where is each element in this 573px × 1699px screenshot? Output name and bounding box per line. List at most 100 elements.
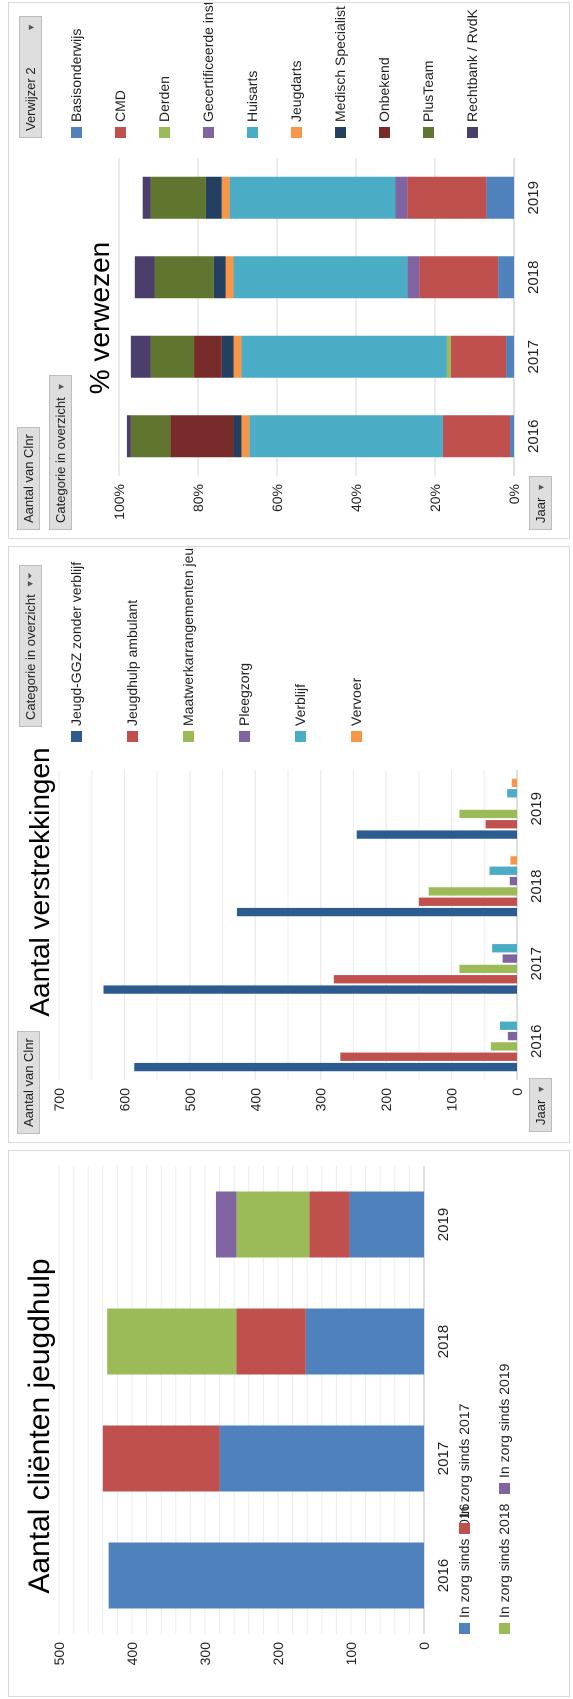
bar-navy — [205, 176, 222, 219]
bar-blue — [498, 256, 515, 299]
y-tick-label: 300 — [313, 1088, 329, 1112]
bar-navy — [221, 335, 234, 378]
legend-swatch — [247, 127, 258, 138]
category-filter-overzicht[interactable]: Categorie in overzicht ▼ — [49, 375, 72, 530]
bar-darkgreen — [154, 256, 214, 299]
category-filter-overzicht-label: Categorie in overzicht — [53, 397, 68, 523]
legend-label: Jeugdhulp ambulant — [124, 600, 140, 726]
x-tick-label: 2018 — [435, 1325, 452, 1358]
y-tick-label: 80% — [190, 484, 206, 512]
legend-swatch — [499, 1483, 510, 1494]
bar-darkblue — [356, 830, 518, 839]
legend-filter-verwijzer[interactable]: Verwijzer 2 ▼ — [19, 16, 42, 138]
legend-label: In zorg sinds 2018 — [496, 1503, 512, 1618]
legend-swatch — [459, 1523, 470, 1534]
bar-orange — [225, 256, 234, 299]
bar-deeppurple — [130, 335, 151, 378]
bar-red — [418, 897, 518, 906]
bar-green — [446, 335, 451, 378]
legend-swatch — [351, 731, 362, 742]
legend-swatch — [159, 127, 170, 138]
y-tick-label: 300 — [197, 1642, 213, 1666]
legend-label: Medisch Specialist — [332, 6, 348, 122]
bar-red — [309, 1191, 350, 1258]
x-tick-label: 2017 — [435, 1442, 452, 1475]
axis-filter-jaar[interactable]: Jaar ▼ — [529, 1077, 552, 1132]
legend-label: Jeugd-GGZ zonder verblijf — [68, 562, 84, 726]
y-tick-label: 600 — [116, 1088, 132, 1112]
chart-verstrekkingen-svg: Aantal verstrekkingen 0 100 200 300 400 500 600… — [24, 532, 545, 1112]
y-tick-label: 200 — [378, 1088, 394, 1112]
bar-purple — [215, 1191, 237, 1258]
bar-purple — [407, 256, 420, 299]
legend-label: PlusTeam — [420, 61, 436, 122]
x-tick-label: 2016 — [435, 1559, 452, 1592]
chart-verwezen-svg: % verwezen 0% 20% 40% 60% 80% 100% 2016 2017 2018… — [68, 0, 542, 520]
legend-swatch — [203, 127, 214, 138]
legend-label: Basisonderwijs — [68, 29, 84, 122]
legend-swatch — [379, 127, 390, 138]
bar-orange — [241, 415, 250, 458]
bar-teal — [241, 335, 447, 378]
chart-clients-svg: Aantal cliënten jeugdhulp 0 100 200 300 400 50… — [23, 1166, 512, 1666]
x-tick-label: 2017 — [525, 340, 542, 373]
y-tick-label: 20% — [427, 484, 443, 512]
field-button-aantal[interactable]: Aantal van Clnr — [17, 1031, 40, 1134]
bar-teal — [499, 1021, 518, 1030]
bar-darkblue — [134, 1062, 517, 1072]
bar-darkgreen — [130, 415, 171, 458]
legend-label: Verblijf — [292, 684, 308, 726]
bar-red — [340, 1052, 518, 1061]
bar-darkgreen — [150, 176, 206, 219]
x-tick-label: 2019 — [525, 181, 542, 214]
bar-orange — [511, 778, 518, 788]
x-tick-label: 2019 — [528, 792, 545, 825]
chart-title: % verwezen — [84, 242, 115, 395]
bar-orange — [221, 176, 230, 219]
bar-red — [485, 820, 518, 829]
dropdown-arrow-icon: ▼ — [535, 1084, 546, 1094]
legend-label: CMD — [112, 90, 128, 122]
y-tick-label: 100 — [444, 1088, 460, 1112]
bar-green — [459, 809, 517, 819]
x-tick-label: 2018 — [528, 870, 545, 903]
bar-darkblue — [103, 985, 518, 994]
field-button-aantal-2[interactable]: Aantal van Clnr — [17, 427, 40, 530]
legend-label: Gecertificeerde instelling — [200, 3, 216, 122]
y-tick-label: 400 — [124, 1642, 140, 1666]
y-tick-label: 500 — [182, 1088, 198, 1112]
axis-filter-jaar-2[interactable]: Jaar ▼ — [529, 475, 552, 530]
legend-swatch — [499, 1623, 510, 1634]
bar-red — [450, 335, 507, 378]
y-tick-label: 500 — [51, 1642, 67, 1666]
bar-red — [442, 415, 511, 458]
bar-blue — [349, 1191, 425, 1258]
y-tick-label: 40% — [348, 484, 364, 512]
field-button-aantal-2-label: Aantal van Clnr — [21, 434, 36, 523]
legend-filter-categorie[interactable]: Categorie in overzicht ▼⏷ — [19, 565, 42, 727]
bar-teal — [233, 256, 408, 299]
bar-navy — [233, 415, 242, 458]
bar-green — [490, 1042, 518, 1051]
legend-filter-verwijzer-label: Verwijzer 2 — [23, 67, 38, 131]
bar-orange — [233, 335, 242, 378]
legend-swatch — [295, 731, 306, 742]
y-tick-label: 200 — [270, 1642, 286, 1666]
bar-red — [333, 975, 517, 984]
bar-darkgreen — [150, 335, 195, 378]
legend-label: Vervoer — [348, 677, 364, 726]
legend-swatch — [239, 731, 250, 742]
x-tick-label: 2018 — [525, 261, 542, 294]
chart-panel-verwezen: % verwezen 0% 20% 40% 60% 80% 100% 2016 2017 2018… — [8, 0, 570, 539]
bar-deeppurple — [126, 415, 131, 458]
legend-filter-categorie-label: Categorie in overzicht — [23, 594, 38, 720]
legend-swatch — [115, 127, 126, 138]
axis-filter-jaar-label: Jaar — [533, 1099, 548, 1125]
bar-darkred — [194, 335, 222, 378]
bar-red — [407, 176, 487, 219]
bar-red — [236, 1308, 306, 1375]
legend-label: In zorg sinds 2016 — [456, 1503, 472, 1618]
bar-red — [419, 256, 499, 299]
dropdown-arrow-icon: ▼ — [535, 482, 546, 492]
